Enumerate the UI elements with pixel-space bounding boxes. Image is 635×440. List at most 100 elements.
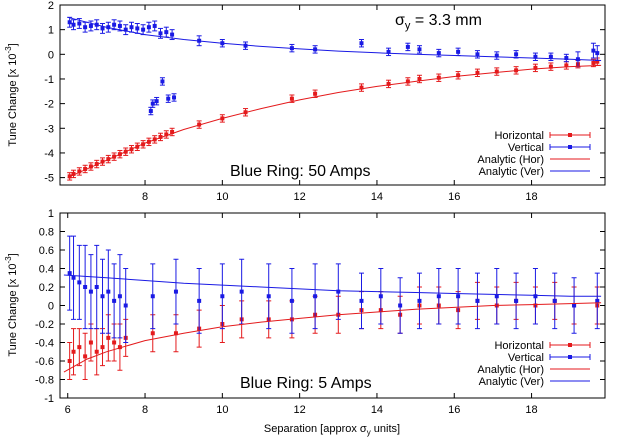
legend-swatch-marker	[568, 343, 572, 347]
point-marker	[436, 294, 441, 299]
ytick-label: 0	[48, 49, 54, 61]
point-marker	[67, 271, 72, 276]
ytick-label: 2	[48, 0, 54, 12]
point-marker	[417, 298, 422, 303]
xtick-label: 12	[294, 404, 306, 416]
data-point	[88, 162, 94, 171]
point-marker	[117, 345, 122, 350]
point-marker	[88, 23, 93, 28]
top-sigma-annotation: σy = 3.3 mm	[395, 12, 482, 32]
point-marker	[494, 69, 499, 74]
point-marker	[146, 25, 151, 30]
data-point	[513, 272, 519, 330]
data-point	[94, 159, 100, 169]
data-point	[594, 272, 600, 330]
data-point	[100, 22, 106, 34]
data-point	[358, 39, 364, 48]
ytick-label: 0.4	[39, 264, 54, 276]
ytick-label: 0	[48, 301, 54, 313]
data-point	[71, 19, 77, 31]
legend-label: Horizontal	[494, 340, 544, 352]
data-point	[563, 53, 569, 63]
data-point	[173, 258, 179, 325]
data-point	[129, 21, 135, 33]
data-point	[67, 235, 73, 311]
legend-swatch-marker	[568, 355, 572, 359]
point-marker	[106, 289, 111, 294]
point-marker	[170, 32, 175, 37]
ytick-label: -0.4	[35, 338, 54, 350]
data-point	[134, 22, 140, 34]
point-marker	[533, 65, 538, 70]
point-marker	[266, 294, 271, 299]
analytic-curve	[63, 302, 602, 373]
point-marker	[564, 56, 569, 61]
data-point	[94, 244, 100, 330]
data-point	[563, 61, 569, 70]
point-marker	[572, 303, 577, 308]
data-point	[312, 263, 318, 330]
analytic-curve	[67, 16, 602, 61]
data-point	[455, 268, 461, 325]
xtick-label: 10	[216, 191, 228, 203]
point-marker	[160, 79, 165, 84]
bottom-ylabel: Tune Change [x 10-3]	[4, 253, 19, 356]
data-point	[154, 96, 160, 106]
data-point	[94, 328, 100, 376]
data-point	[100, 328, 106, 367]
xtick-label: 18	[525, 404, 537, 416]
data-point	[163, 130, 169, 139]
point-marker	[475, 298, 480, 303]
data-point	[111, 19, 117, 31]
point-marker	[475, 70, 480, 75]
point-marker	[77, 169, 82, 174]
point-marker	[359, 41, 364, 46]
xtick-label: 8	[142, 404, 148, 416]
point-marker	[595, 51, 600, 56]
data-point	[105, 249, 111, 334]
data-point	[455, 47, 461, 57]
point-marker	[170, 129, 175, 134]
point-marker	[135, 26, 140, 31]
point-marker	[378, 294, 383, 299]
data-point	[494, 67, 500, 76]
point-marker	[148, 109, 153, 114]
data-point	[100, 258, 106, 334]
point-marker	[514, 298, 519, 303]
data-point	[88, 254, 94, 330]
data-point	[82, 332, 88, 380]
point-marker	[313, 294, 318, 299]
data-point	[386, 79, 392, 89]
top-panel: 210-1-2-3-4-58 10 12 14 16 18 Tune Change [x …	[4, 0, 606, 203]
legend-label: Analytic (Ver)	[479, 376, 544, 388]
data-point	[397, 277, 403, 334]
point-marker	[152, 23, 157, 28]
point-marker	[88, 340, 93, 345]
point-marker	[158, 134, 163, 139]
data-point	[405, 77, 411, 86]
xtick-label: 14	[371, 404, 383, 416]
data-point	[416, 45, 422, 54]
data-point	[82, 21, 88, 33]
data-point	[416, 74, 422, 84]
point-marker	[405, 44, 410, 49]
point-marker	[243, 43, 248, 48]
xtick-label: 10	[216, 404, 228, 416]
ytick-label: 0.6	[39, 245, 54, 257]
point-marker	[197, 298, 202, 303]
point-marker	[154, 99, 159, 104]
ytick-label: 0.2	[39, 282, 54, 294]
point-marker	[220, 294, 225, 299]
legend-label: Vertical	[508, 352, 544, 364]
point-marker	[150, 331, 155, 336]
data-point	[150, 263, 156, 330]
data-point	[548, 62, 554, 71]
legend-swatch-marker	[568, 133, 572, 137]
data-point	[146, 21, 152, 33]
point-marker	[552, 298, 557, 303]
point-marker	[150, 294, 155, 299]
point-marker	[117, 23, 122, 28]
point-marker	[77, 21, 82, 26]
point-marker	[100, 26, 105, 31]
point-marker	[129, 25, 134, 30]
